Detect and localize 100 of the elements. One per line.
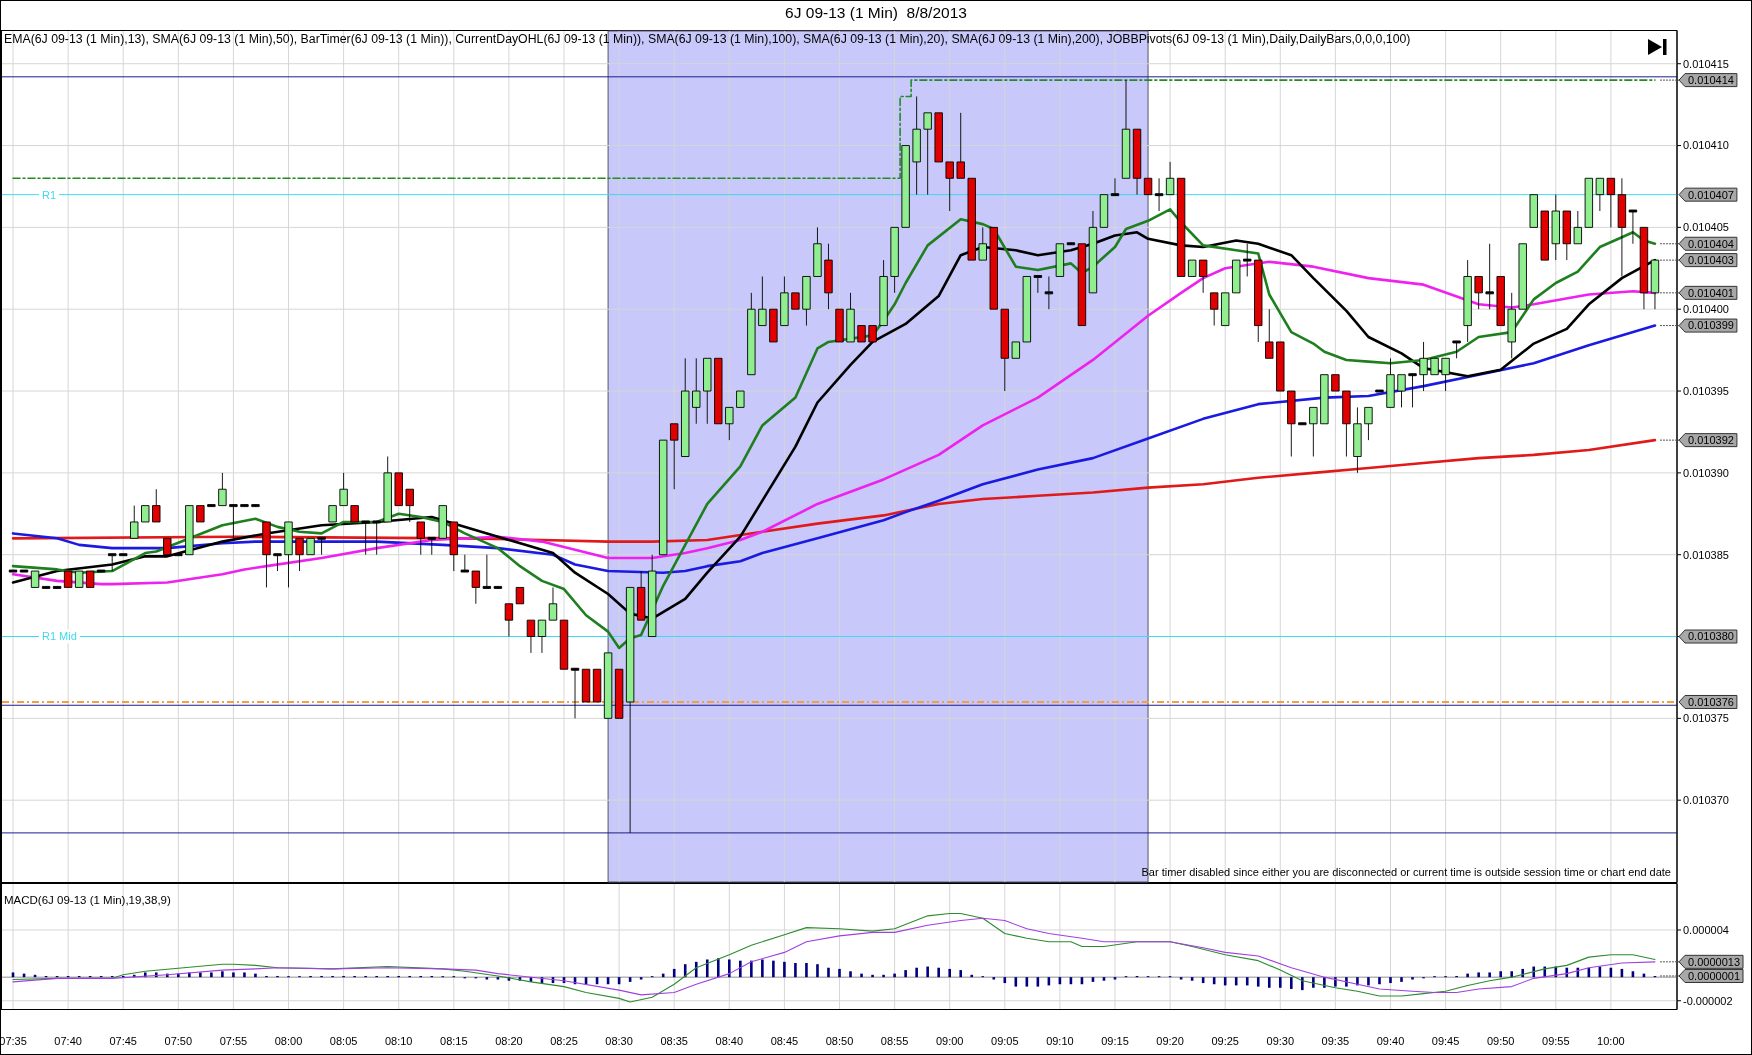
bar (1477, 972, 1480, 978)
candlestick (1573, 210, 1583, 245)
bar (221, 971, 224, 978)
chart-subtitle: EMA(6J 09-13 (1 Min),13), SMA(6J 09-13 (1 Min),50), BarTimer(6J 09-13 (1 Min)), CurrentDayOHL(6J 09-13 (1 Min)), SMA(6J 09-13 (1 Min),100), SMA(6J 09-13 (1 Min),20), SMA(6J 09-13 (1 Min),200), JOBBPivots(6J 09-13 (1 Min),Daily,DailyBars,0,0,0,100) (4, 32, 1411, 47)
candlestick (1209, 292, 1219, 327)
candlestick (1254, 259, 1263, 343)
candlestick (570, 667, 580, 719)
x-tick-label: 09:50 (1486, 1034, 1515, 1047)
bar (937, 967, 940, 978)
candlestick (207, 504, 216, 508)
bar (496, 977, 500, 980)
candlestick (835, 308, 844, 343)
bar (1466, 973, 1469, 978)
candlestick (824, 243, 833, 310)
candlestick (1287, 390, 1296, 457)
candlestick (1320, 374, 1329, 425)
bar (1389, 977, 1392, 984)
bar (860, 973, 863, 978)
candlestick (1529, 194, 1538, 228)
bar (893, 973, 896, 978)
x-tick-label: 08:55 (880, 1034, 909, 1047)
bar (1245, 977, 1249, 986)
bar (254, 973, 257, 978)
candlestick (934, 112, 943, 163)
candlestick (670, 423, 679, 490)
x-tick-label: 09:00 (935, 1034, 964, 1047)
y-tick-label: 0.010405 (1683, 221, 1729, 234)
candlestick (1121, 79, 1131, 179)
candlestick (1055, 243, 1065, 277)
bar (1411, 977, 1414, 980)
candlestick (504, 603, 514, 637)
y-tick-label: 0.010375 (1683, 712, 1729, 725)
bar (827, 967, 830, 978)
annotation: 0.0000001 (1688, 969, 1740, 982)
bar (1400, 977, 1403, 982)
bar (1256, 977, 1260, 987)
candlestick (108, 553, 117, 572)
candlestick (537, 619, 547, 654)
candlestick (791, 292, 800, 310)
bar (1334, 977, 1337, 987)
candlestick (1331, 374, 1340, 392)
x-tick-label: 08:05 (329, 1034, 358, 1047)
bar (1278, 977, 1282, 988)
bar (1003, 977, 1007, 984)
candlestick (1408, 373, 1417, 408)
candlestick (901, 145, 910, 228)
candlestick (1452, 340, 1461, 359)
bar (959, 970, 963, 978)
candlestick (1474, 276, 1483, 310)
candlestick (813, 226, 822, 277)
bar (672, 968, 676, 978)
candlestick (96, 569, 106, 573)
candlestick (1496, 276, 1505, 327)
candlestick (857, 325, 866, 343)
candlestick (1353, 406, 1362, 474)
candlestick (119, 553, 128, 557)
candlestick (383, 456, 392, 523)
candlestick (251, 504, 260, 508)
x-tick-label: 09:25 (1211, 1034, 1239, 1047)
candlestick (8, 569, 18, 573)
y-tick-label: 0.000004 (1683, 923, 1729, 936)
bar (1267, 977, 1271, 988)
candlestick (559, 619, 569, 670)
candlestick (758, 276, 767, 327)
annotation: 0.010414 (1688, 73, 1734, 86)
x-tick-label: 09:45 (1431, 1034, 1460, 1047)
bar (728, 959, 731, 978)
x-tick-label: 09:55 (1542, 1034, 1570, 1047)
candlestick (1198, 259, 1208, 294)
candlestick (1540, 210, 1549, 261)
candlestick (152, 488, 161, 523)
candlestick (229, 504, 238, 539)
candlestick (515, 586, 525, 605)
bar (232, 972, 235, 978)
candlestick (372, 520, 381, 556)
candlestick (1375, 389, 1384, 393)
candlestick (163, 537, 172, 556)
bar (705, 959, 709, 978)
candlestick (52, 585, 62, 589)
x-tick-label: 09:05 (991, 1034, 1019, 1047)
candlestick (802, 276, 811, 327)
y-tick-label: 0.010390 (1683, 466, 1729, 479)
bar (1234, 977, 1238, 986)
bar (694, 961, 698, 978)
candlestick (63, 570, 73, 588)
candlestick (1154, 177, 1164, 212)
candlestick (1232, 259, 1241, 294)
candlestick (1110, 177, 1120, 197)
x-tick-label: 08:00 (274, 1034, 303, 1047)
annotation: 0.010399 (1688, 319, 1734, 332)
candlestick (1364, 406, 1373, 441)
candlestick (1220, 292, 1230, 327)
candlestick (1419, 341, 1428, 392)
candlestick (394, 472, 403, 507)
annotation: 0.010401 (1688, 286, 1734, 299)
candlestick (1507, 292, 1516, 359)
candlestick (141, 505, 150, 523)
candlestick (769, 308, 778, 343)
annotation: 0.010403 (1688, 253, 1734, 266)
candlestick (174, 553, 183, 557)
